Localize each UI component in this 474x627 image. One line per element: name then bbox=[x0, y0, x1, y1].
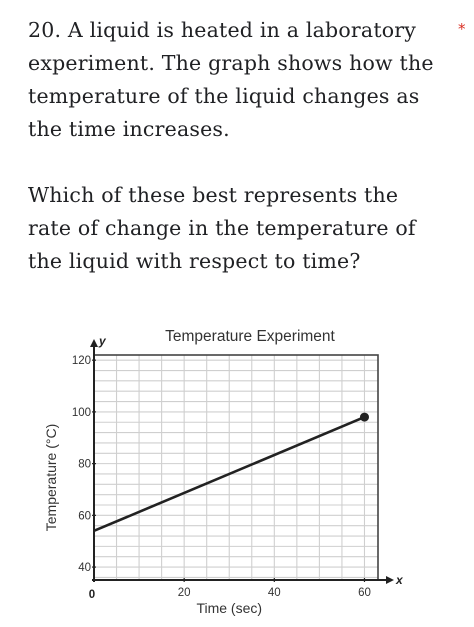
y-axis-label: Temperature (°C) bbox=[43, 424, 59, 532]
chart-grid bbox=[94, 355, 378, 580]
temperature-chart: 40 60 80 100 120 20 40 60 0 y x Temperature Experim… bbox=[43, 328, 404, 616]
y-tick-label: 40 bbox=[78, 562, 91, 574]
chart-container: 40 60 80 100 120 20 40 60 0 y x Temperature Experim… bbox=[30, 318, 410, 623]
y-axis-letter: y bbox=[98, 334, 107, 348]
required-marker: * bbox=[458, 20, 466, 38]
chart-title: Temperature Experiment bbox=[165, 328, 335, 345]
question-stem-text: A liquid is heated in a laboratory exper… bbox=[28, 18, 434, 141]
question-prompt: Which of these best represents the rate … bbox=[28, 183, 416, 273]
question-number: 20. bbox=[28, 18, 62, 42]
chart-labels: 40 60 80 100 120 20 40 60 0 y x Temperature Experim… bbox=[43, 328, 404, 616]
y-tick-label: 60 bbox=[78, 510, 91, 522]
origin-label: 0 bbox=[89, 589, 95, 601]
data-line bbox=[93, 415, 365, 533]
y-tick-label: 80 bbox=[78, 459, 91, 471]
question-block: 20. A liquid is heated in a laboratory e… bbox=[28, 14, 448, 278]
x-tick-label: 60 bbox=[358, 587, 371, 599]
x-axis-arrow bbox=[386, 576, 394, 584]
chart-series bbox=[93, 412, 369, 533]
y-axis-arrow bbox=[90, 339, 98, 347]
y-tick-label: 120 bbox=[72, 355, 91, 367]
chart-axes bbox=[90, 339, 394, 584]
question-stem: 20. A liquid is heated in a laboratory e… bbox=[28, 14, 448, 146]
x-tick-label: 20 bbox=[178, 587, 191, 599]
x-axis-letter: x bbox=[395, 573, 404, 587]
x-tick-label: 40 bbox=[268, 587, 281, 599]
data-point-end bbox=[359, 412, 369, 422]
x-axis-label: Time (sec) bbox=[196, 600, 262, 616]
y-tick-label: 100 bbox=[72, 407, 91, 419]
